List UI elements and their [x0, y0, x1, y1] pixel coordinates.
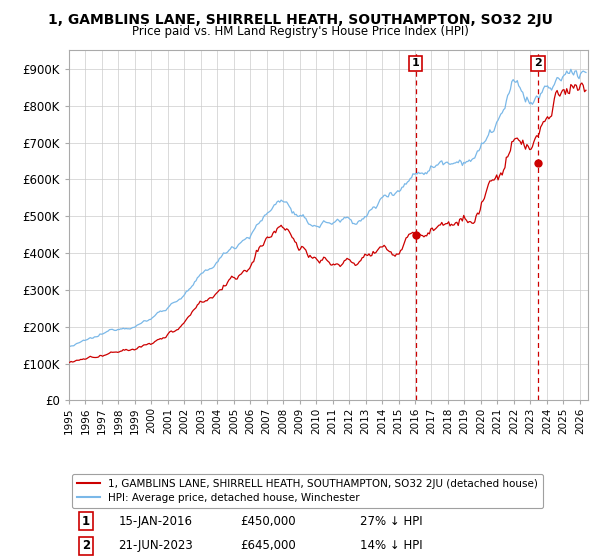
Text: 2: 2 [82, 539, 90, 552]
Text: Price paid vs. HM Land Registry's House Price Index (HPI): Price paid vs. HM Land Registry's House … [131, 25, 469, 38]
Text: 21-JUN-2023: 21-JUN-2023 [118, 539, 193, 552]
Text: 14% ↓ HPI: 14% ↓ HPI [359, 539, 422, 552]
Text: 27% ↓ HPI: 27% ↓ HPI [359, 515, 422, 528]
Text: £645,000: £645,000 [240, 539, 296, 552]
Text: 1: 1 [412, 58, 419, 68]
Text: 1: 1 [82, 515, 90, 528]
Text: 15-JAN-2016: 15-JAN-2016 [118, 515, 193, 528]
Text: 1, GAMBLINS LANE, SHIRRELL HEATH, SOUTHAMPTON, SO32 2JU: 1, GAMBLINS LANE, SHIRRELL HEATH, SOUTHA… [47, 13, 553, 27]
Text: 2: 2 [534, 58, 542, 68]
Legend: 1, GAMBLINS LANE, SHIRRELL HEATH, SOUTHAMPTON, SO32 2JU (detached house), HPI: A: 1, GAMBLINS LANE, SHIRRELL HEATH, SOUTHA… [71, 474, 543, 508]
Text: £450,000: £450,000 [240, 515, 296, 528]
